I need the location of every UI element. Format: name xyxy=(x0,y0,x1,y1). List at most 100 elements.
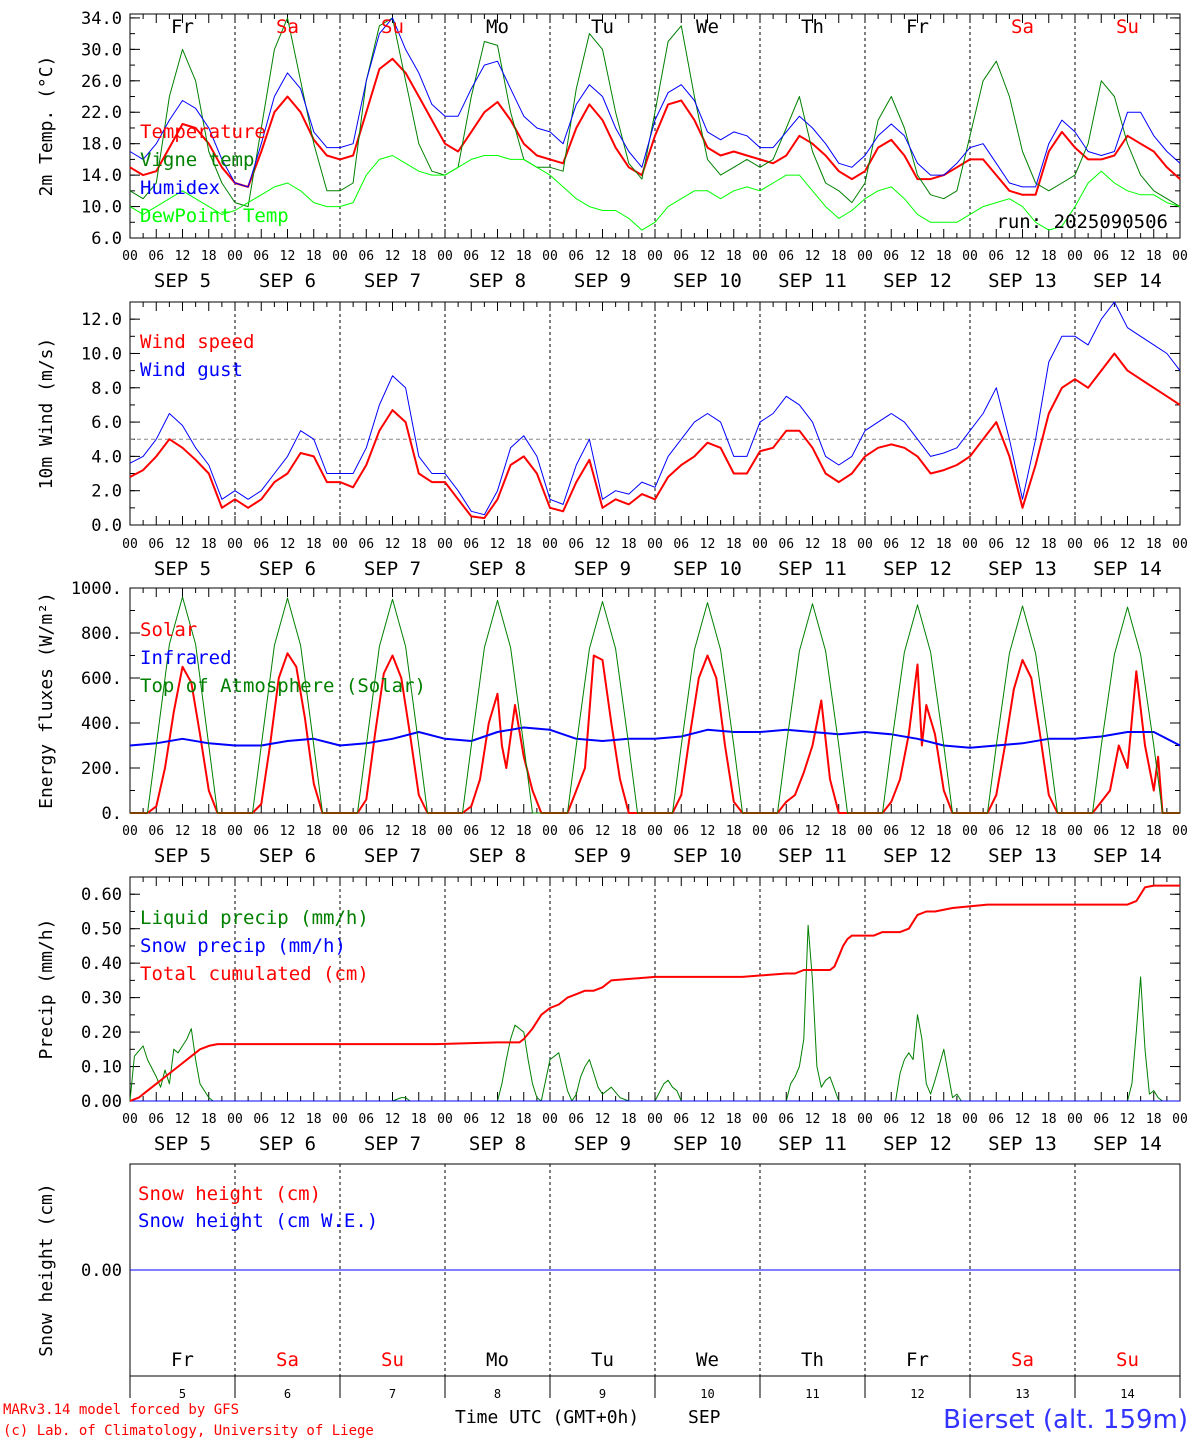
y-tick-label: 200. xyxy=(81,759,122,779)
plot-frame xyxy=(129,301,1181,526)
hour-label: 00 xyxy=(542,824,558,839)
hour-label: 00 xyxy=(857,1112,873,1127)
hour-label: 12 xyxy=(1015,1112,1031,1127)
legend-entry: Vigne temp xyxy=(140,149,254,171)
hour-label: 18 xyxy=(831,824,847,839)
legend-entry: Wind gust xyxy=(140,359,243,381)
hour-label: 18 xyxy=(831,249,847,264)
y-tick-label: 12.0 xyxy=(81,310,122,330)
y-tick-label: 26.0 xyxy=(81,72,122,92)
hour-label: 06 xyxy=(253,824,269,839)
hour-label: 06 xyxy=(1093,1112,1109,1127)
date-label: SEP 8 xyxy=(469,1133,526,1155)
hour-label: 12 xyxy=(1120,824,1136,839)
legend-entry: Humidex xyxy=(140,177,220,199)
hour-label: 18 xyxy=(306,1112,322,1127)
y-axis-title: 2m Temp. (°C) xyxy=(36,56,57,197)
time-axis-month: SEP xyxy=(688,1407,721,1428)
legend-entry: Snow height (cm) xyxy=(138,1183,321,1205)
hour-label: 06 xyxy=(673,249,689,264)
hour-label: 06 xyxy=(358,537,374,552)
hour-label: 12 xyxy=(385,249,401,264)
hour-label: 12 xyxy=(175,537,191,552)
hour-label: 00 xyxy=(437,1112,453,1127)
hour-label: 18 xyxy=(831,537,847,552)
hour-label: 12 xyxy=(700,537,716,552)
day-number-label: 13 xyxy=(1015,1387,1029,1401)
series-line-total-cumulated-cm xyxy=(129,884,1180,1102)
footer-lab-credit: (c) Lab. of Climatology, University of L… xyxy=(3,1423,374,1439)
hour-label: 00 xyxy=(962,1112,978,1127)
hour-label: 18 xyxy=(411,537,427,552)
y-axis-title: 10m Wind (m/s) xyxy=(36,338,57,490)
hour-label: 12 xyxy=(1120,249,1136,264)
hour-label: 06 xyxy=(568,249,584,264)
hour-label: 12 xyxy=(1120,1112,1136,1127)
legend-entry: Solar xyxy=(140,619,197,641)
site-label: Bierset (alt. 159m) xyxy=(943,1405,1188,1435)
weekday-label: Su xyxy=(1116,16,1139,38)
date-label: SEP 7 xyxy=(364,558,421,580)
hour-label: 06 xyxy=(253,537,269,552)
hour-label: 00 xyxy=(962,824,978,839)
hour-label: 12 xyxy=(595,537,611,552)
hour-label: 18 xyxy=(1041,537,1057,552)
y-tick-label: 0.10 xyxy=(81,1058,122,1078)
hour-label: 06 xyxy=(988,537,1004,552)
y-tick-label: 0. xyxy=(102,804,122,824)
y-tick-label: 22.0 xyxy=(81,103,122,123)
y-tick-label: 800. xyxy=(81,624,122,644)
date-label: SEP 13 xyxy=(988,1133,1057,1155)
hour-label: 06 xyxy=(568,824,584,839)
y-tick-label: 14.0 xyxy=(81,166,122,186)
hour-label: 18 xyxy=(936,824,952,839)
hour-label: 00 xyxy=(1172,249,1188,264)
weekday-label: Fr xyxy=(171,1349,194,1371)
hour-label: 12 xyxy=(910,537,926,552)
date-label: SEP 9 xyxy=(574,558,631,580)
date-label: SEP 11 xyxy=(778,558,847,580)
legend-entry: Temperature xyxy=(140,121,266,143)
y-tick-label: 0.30 xyxy=(81,989,122,1009)
hour-label: 12 xyxy=(700,249,716,264)
hour-label: 18 xyxy=(621,824,637,839)
y-tick-label: 0.0 xyxy=(91,516,122,536)
hour-label: 18 xyxy=(201,537,217,552)
hour-label: 18 xyxy=(306,249,322,264)
hour-label: 00 xyxy=(332,537,348,552)
day-number-label: 10 xyxy=(700,1387,714,1401)
hour-label: 00 xyxy=(647,249,663,264)
date-label: SEP 10 xyxy=(673,845,742,867)
footer-model-credit: MARv3.14 model forced by GFS xyxy=(3,1402,239,1418)
hour-label: 18 xyxy=(1041,824,1057,839)
y-tick-label: 10.0 xyxy=(81,198,122,218)
y-axis-title: Snow height (cm) xyxy=(36,1183,57,1356)
weekday-label: Mo xyxy=(486,16,509,38)
date-label: SEP 12 xyxy=(883,558,952,580)
weekday-label: Tu xyxy=(591,16,614,38)
hour-label: 00 xyxy=(437,249,453,264)
hour-label: 00 xyxy=(332,249,348,264)
weekday-label: We xyxy=(696,1349,719,1371)
hour-label: 00 xyxy=(752,824,768,839)
panel-4: 0.00 0.10 0.20 0.30 0.40 0.50 0.60 Precip (mm/h… xyxy=(36,876,1188,1155)
hour-label: 00 xyxy=(962,249,978,264)
hour-label: 06 xyxy=(778,249,794,264)
y-tick-label: 0.40 xyxy=(81,954,122,974)
date-label: SEP 9 xyxy=(574,270,631,292)
hour-label: 00 xyxy=(332,824,348,839)
y-axis-title: Energy fluxes (W/m²) xyxy=(36,592,57,809)
hour-label: 18 xyxy=(306,537,322,552)
y-tick-label: 8.0 xyxy=(91,379,122,399)
y-tick-label: 6.0 xyxy=(91,229,122,249)
hour-label: 12 xyxy=(595,824,611,839)
hour-label: 06 xyxy=(358,1112,374,1127)
hour-label: 06 xyxy=(988,824,1004,839)
y-tick-label: 0.50 xyxy=(81,920,122,940)
hour-label: 06 xyxy=(568,1112,584,1127)
hour-label: 12 xyxy=(175,824,191,839)
hour-label: 18 xyxy=(726,1112,742,1127)
date-label: SEP 7 xyxy=(364,845,421,867)
hour-label: 18 xyxy=(726,824,742,839)
